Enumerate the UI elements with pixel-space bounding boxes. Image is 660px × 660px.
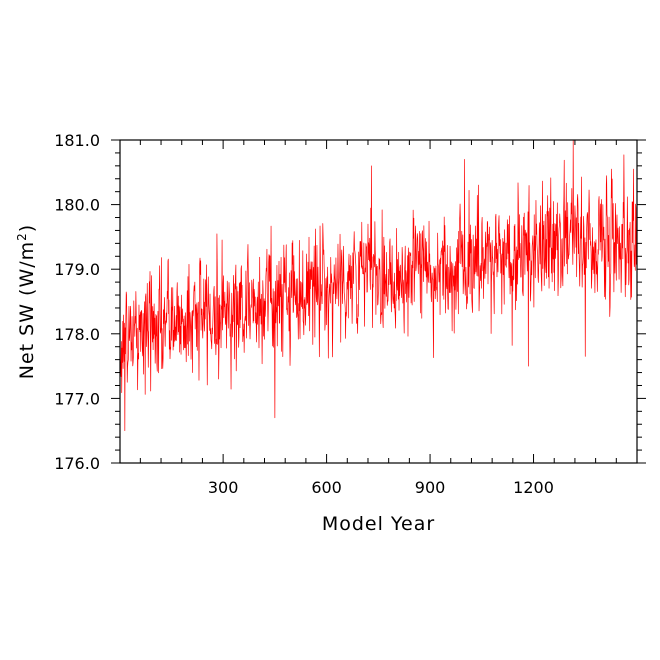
x-tick-label: 300 — [208, 478, 239, 497]
y-axis-title-superscript: 2 — [15, 232, 29, 241]
y-tick-label: 178.0 — [54, 325, 100, 344]
y-tick-label: 177.0 — [54, 389, 100, 408]
y-axis-title-suffix: ) — [16, 224, 38, 232]
x-tick-label: 900 — [415, 478, 446, 497]
y-tick-label: 176.0 — [54, 454, 100, 473]
y-axis-title: Net SW (W/m2) — [15, 224, 38, 379]
y-tick-label: 179.0 — [54, 260, 100, 279]
y-tick-label: 180.0 — [54, 196, 100, 215]
x-tick-label: 1200 — [513, 478, 554, 497]
x-axis-title: Model Year — [322, 513, 435, 535]
y-tick-label: 181.0 — [54, 131, 100, 150]
x-tick-label: 600 — [311, 478, 342, 497]
y-axis-title-prefix: Net SW (W/m — [16, 241, 38, 379]
